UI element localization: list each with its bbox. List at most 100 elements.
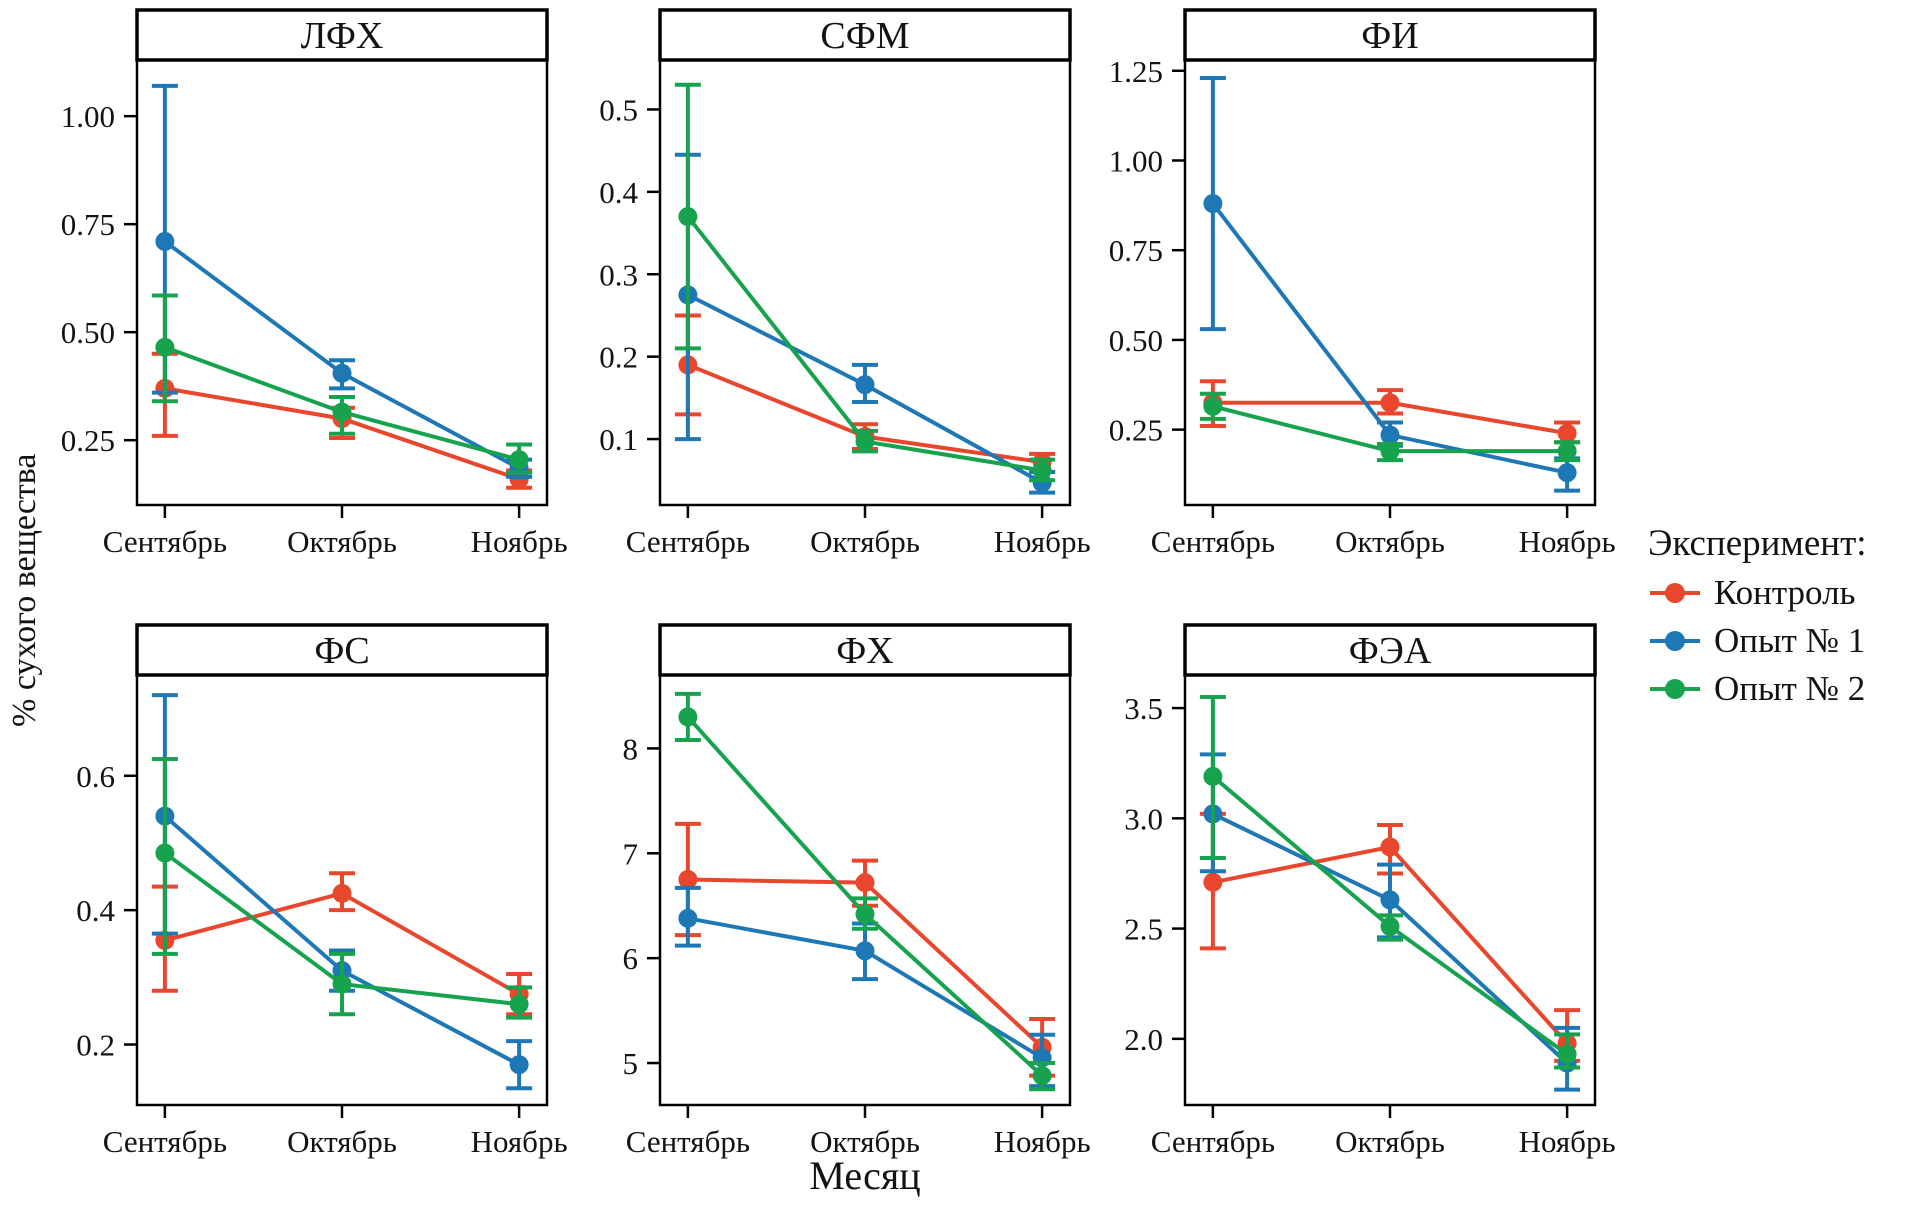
legend-item-Опыт № 1: Опыт № 1 (1648, 617, 1867, 665)
data-point (332, 363, 352, 383)
x-tick-label: Октябрь (810, 524, 920, 559)
data-point (155, 231, 175, 251)
legend-marker-icon (1650, 583, 1700, 603)
data-point (1380, 393, 1400, 413)
y-tick-label: 1.00 (61, 99, 115, 134)
series-Опыт № 2 (674, 82, 1056, 483)
legend-title: Эксперимент: (1648, 523, 1867, 564)
x-tick-label: Октябрь (287, 1124, 397, 1159)
legend: Эксперимент: Контроль Опыт № 1 Опыт № 2 (1648, 522, 1867, 713)
data-point (332, 402, 352, 422)
data-point (1380, 916, 1400, 936)
y-tick-label: 3.0 (1124, 801, 1163, 836)
legend-item-label: Опыт № 2 (1714, 669, 1866, 708)
x-tick-label: Ноябрь (1519, 524, 1616, 559)
data-point (509, 450, 529, 470)
facet-title: ФЭА (1349, 630, 1432, 672)
facet-ФС: ФС 0.2 0.4 0.6 Сентябрь Октябрь Ноябрь (76, 623, 568, 1159)
data-point (855, 432, 875, 452)
data-point (1380, 890, 1400, 910)
x-tick-label: Сентябрь (1151, 1124, 1275, 1159)
y-axis-label: % сухого вещества (6, 453, 43, 727)
facet-title: ФИ (1361, 15, 1418, 57)
data-point (678, 908, 698, 928)
legend-item-Контроль: Контроль (1648, 569, 1867, 617)
y-tick-label: 0.75 (61, 207, 115, 242)
facet-ФИ: ФИ 0.25 0.50 0.75 1.00 1.25 Сентябрь Октябрь Ноя… (1109, 8, 1616, 559)
x-tick-label: Ноябрь (471, 524, 568, 559)
y-tick-label: 0.4 (76, 893, 115, 928)
data-point (855, 941, 875, 961)
facet-strip (658, 623, 1072, 677)
y-tick-label: 8 (623, 731, 639, 766)
data-point (678, 870, 698, 890)
facet-strip (135, 8, 549, 62)
data-point (332, 883, 352, 903)
data-point (1380, 441, 1400, 461)
facet-title: ЛФХ (301, 15, 384, 57)
series-Опыт № 2 (1199, 695, 1581, 1070)
data-point (1380, 425, 1400, 445)
facet-strip (658, 8, 1072, 62)
data-point (1380, 837, 1400, 857)
y-tick-label: 3.5 (1124, 691, 1163, 726)
x-tick-label: Октябрь (1335, 524, 1445, 559)
facet-title: ФС (314, 630, 369, 672)
legend-item-label: Контроль (1714, 573, 1856, 612)
facet-ФЭА: ФЭА 2.0 2.5 3.0 3.5 Сентябрь Октябрь Ноябрь (1124, 623, 1616, 1159)
x-tick-label: Сентябрь (103, 524, 227, 559)
x-tick-label: Ноябрь (1519, 1124, 1616, 1159)
data-point (332, 974, 352, 994)
y-tick-label: 0.75 (1109, 233, 1163, 268)
facet-title: ФХ (836, 630, 893, 672)
x-tick-label: Сентябрь (1151, 524, 1275, 559)
y-tick-label: 1.25 (1109, 54, 1163, 89)
legend-marker-icon (1650, 679, 1700, 699)
y-tick-label: 0.5 (599, 92, 638, 127)
series-Опыт № 2 (151, 756, 533, 1020)
data-point (678, 707, 698, 727)
data-point (155, 337, 175, 357)
data-point (1203, 766, 1223, 786)
data-point (1203, 194, 1223, 214)
data-point (855, 873, 875, 893)
y-tick-label: 2.5 (1124, 912, 1163, 947)
y-tick-label: 0.25 (1109, 413, 1163, 448)
y-tick-label: 6 (623, 941, 639, 976)
legend-item-label: Опыт № 1 (1714, 621, 1866, 660)
data-point (678, 207, 698, 227)
x-tick-label: Октябрь (810, 1124, 920, 1159)
y-tick-label: 0.4 (599, 175, 638, 210)
data-point (1203, 396, 1223, 416)
legend-marker-icon (1650, 631, 1700, 651)
x-axis-label: Месяц (809, 1153, 921, 1198)
legend-items: Контроль Опыт № 1 Опыт № 2 (1648, 569, 1867, 713)
y-tick-label: 0.6 (76, 759, 115, 794)
series-Опыт № 2 (151, 293, 533, 475)
x-tick-label: Октябрь (287, 524, 397, 559)
facet-title: СФМ (820, 15, 909, 57)
data-point (1557, 463, 1577, 483)
y-tick-label: 0.1 (599, 422, 638, 457)
y-tick-label: 5 (623, 1046, 639, 1081)
y-tick-label: 7 (623, 836, 639, 871)
x-tick-label: Сентябрь (626, 524, 750, 559)
data-point (155, 843, 175, 863)
facet-СФМ: СФМ 0.1 0.2 0.3 0.4 0.5 Сентябрь Октябрь Ноябрь (599, 8, 1091, 559)
data-point (855, 375, 875, 395)
y-tick-label: 0.3 (599, 257, 638, 292)
facet-strip (135, 623, 549, 677)
y-tick-label: 0.25 (61, 423, 115, 458)
facet-strip (1183, 623, 1597, 677)
data-point (509, 1055, 529, 1075)
facet-ФХ: ФХ 5 6 7 8 Сентябрь Октябрь Ноябрь (623, 623, 1091, 1159)
y-tick-label: 0.50 (61, 315, 115, 350)
y-tick-label: 2.0 (1124, 1022, 1163, 1057)
x-tick-label: Ноябрь (471, 1124, 568, 1159)
y-tick-label: 0.50 (1109, 323, 1163, 358)
y-tick-label: 1.00 (1109, 143, 1163, 178)
data-point (1557, 441, 1577, 461)
legend-item-Опыт № 2: Опыт № 2 (1648, 665, 1867, 713)
x-tick-label: Сентябрь (103, 1124, 227, 1159)
